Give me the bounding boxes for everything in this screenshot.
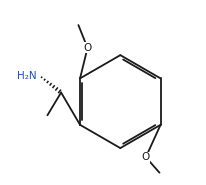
Text: H₂N: H₂N (17, 71, 37, 81)
Text: O: O (142, 152, 150, 162)
Text: O: O (83, 43, 92, 53)
